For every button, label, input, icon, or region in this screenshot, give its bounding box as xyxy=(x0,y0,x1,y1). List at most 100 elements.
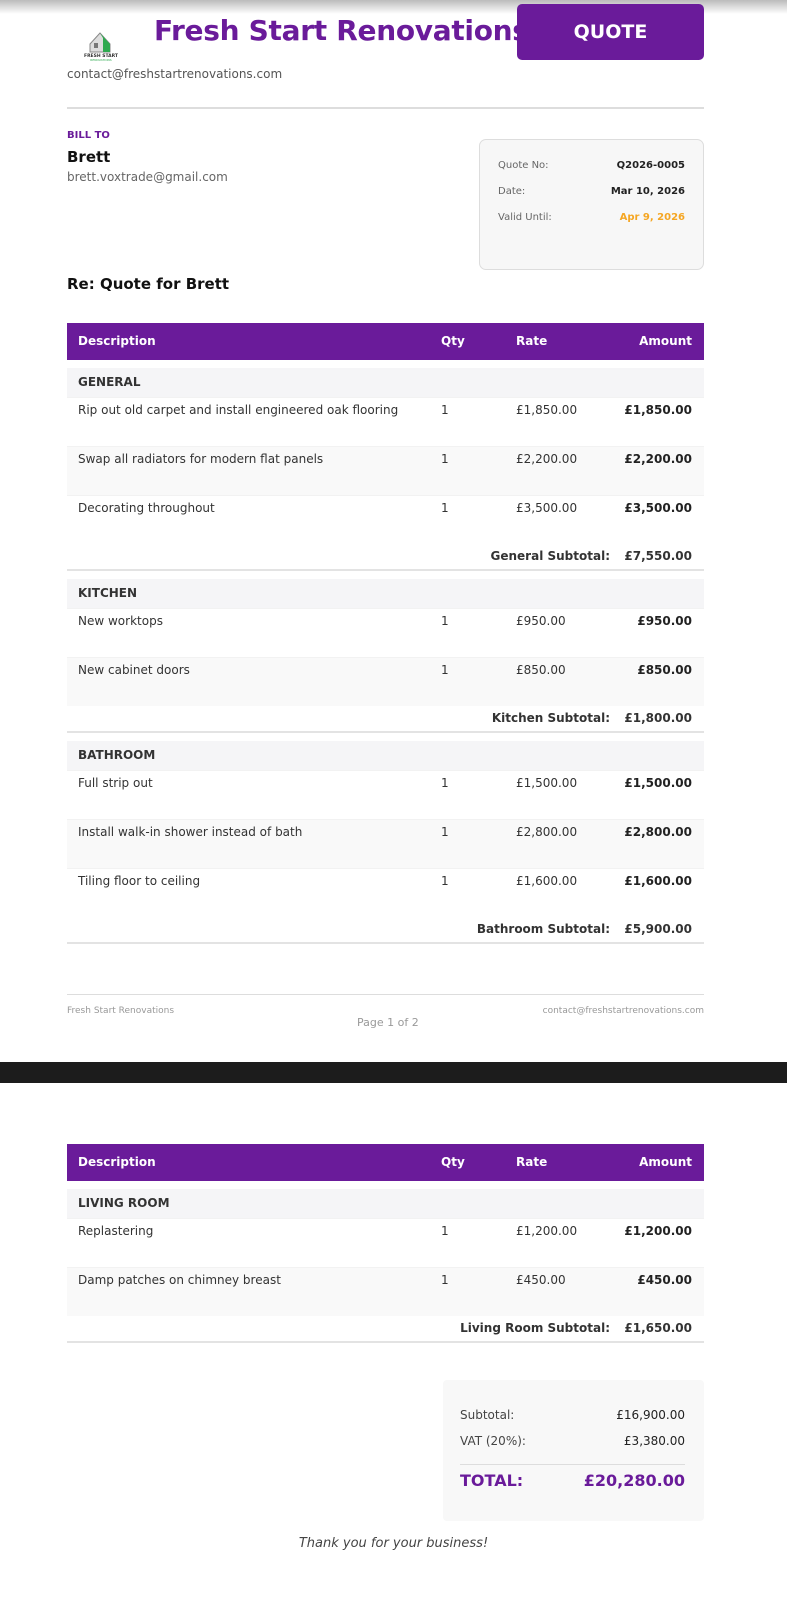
item-qty: 1 xyxy=(441,663,449,677)
item-rate: £3,500.00 xyxy=(516,501,578,515)
document-type-badge: QUOTE xyxy=(517,4,704,60)
section-heading: BATHROOM xyxy=(67,741,704,770)
info-label: Quote No: xyxy=(498,160,549,171)
item-rate: £1,500.00 xyxy=(516,776,578,790)
item-description: Install walk-in shower instead of bath xyxy=(78,825,303,839)
item-qty: 1 xyxy=(441,614,449,628)
page-break xyxy=(0,1062,787,1083)
footer-divider xyxy=(67,994,704,995)
date-row: Date: Mar 10, 2026 xyxy=(498,184,685,210)
footer-company: Fresh Start Renovations xyxy=(67,1006,175,1016)
item-rate: £1,850.00 xyxy=(516,403,578,417)
item-qty: 1 xyxy=(441,403,449,417)
column-header-qty: Qty xyxy=(441,1155,465,1169)
total-label: TOTAL: xyxy=(460,1471,524,1490)
company-email: contact@freshstartrenovations.com xyxy=(67,67,283,81)
table-row: New cabinet doors 1 £850.00 £850.00 xyxy=(67,657,704,706)
subtotal-label: Subtotal: xyxy=(460,1408,515,1422)
quote-number-row: Quote No: Q2026-0005 xyxy=(498,158,685,184)
item-amount: £2,800.00 xyxy=(624,825,692,839)
subtotal-label: General Subtotal: xyxy=(490,549,610,563)
item-description: New worktops xyxy=(78,614,163,628)
company-name: Fresh Start Renovations xyxy=(154,14,529,47)
column-header-rate: Rate xyxy=(516,334,548,348)
header-divider xyxy=(67,107,704,109)
valid-until-row: Valid Until: Apr 9, 2026 xyxy=(498,210,685,236)
item-qty: 1 xyxy=(441,1224,449,1238)
info-value: Mar 10, 2026 xyxy=(610,186,685,197)
item-amount: £950.00 xyxy=(637,614,692,628)
item-rate: £950.00 xyxy=(516,614,566,628)
client-name: Brett xyxy=(67,148,111,166)
page-number: Page 1 of 2 xyxy=(357,1016,419,1029)
info-label: Valid Until: xyxy=(498,212,552,223)
section-subtotal-row: Living Room Subtotal: £1,650.00 xyxy=(67,1316,704,1343)
section-heading: KITCHEN xyxy=(67,579,704,608)
column-header-qty: Qty xyxy=(441,334,465,348)
subtotal-value: £1,650.00 xyxy=(624,1321,692,1335)
svg-text:RENOVATIONS: RENOVATIONS xyxy=(90,58,112,62)
item-description: Swap all radiators for modern flat panel… xyxy=(78,452,324,466)
quote-info-box: Quote No: Q2026-0005 Date: Mar 10, 2026 Va… xyxy=(479,139,704,270)
bill-to-label: BILL TO xyxy=(67,130,110,141)
item-rate: £850.00 xyxy=(516,663,566,677)
section-subtotal-row: Kitchen Subtotal: £1,800.00 xyxy=(67,706,704,733)
item-qty: 1 xyxy=(441,874,449,888)
table-row: Tiling floor to ceiling 1 £1,600.00 £1,600.… xyxy=(67,868,704,917)
item-qty: 1 xyxy=(441,501,449,515)
item-description: Tiling floor to ceiling xyxy=(78,874,201,888)
item-description: Decorating throughout xyxy=(78,501,215,515)
item-amount: £1,600.00 xyxy=(624,874,692,888)
column-header-amount: Amount xyxy=(639,334,692,348)
client-email: brett.voxtrade@gmail.com xyxy=(67,170,228,184)
section-subtotal-row: Bathroom Subtotal: £5,900.00 xyxy=(67,917,704,944)
item-amount: £450.00 xyxy=(637,1273,692,1287)
thank-you-note: Thank you for your business! xyxy=(298,1536,489,1551)
line-items-table-page-2: Description Qty Rate Amount LIVING ROOM Repla… xyxy=(67,1144,704,1346)
svg-text:FRESH START: FRESH START xyxy=(84,53,119,59)
totals-box: Subtotal: £16,900.00 VAT (20%): £3,380.00 … xyxy=(443,1380,704,1521)
item-amount: £1,200.00 xyxy=(624,1224,692,1238)
info-value: Q2026-0005 xyxy=(616,160,685,171)
item-description: New cabinet doors xyxy=(78,663,190,677)
subtotal-value: £7,550.00 xyxy=(624,549,692,563)
table-row: Full strip out 1 £1,500.00 £1,500.00 xyxy=(67,770,704,819)
table-row: Damp patches on chimney breast 1 £450.00 £4… xyxy=(67,1267,704,1316)
vat-row: VAT (20%): £3,380.00 xyxy=(460,1434,685,1460)
item-qty: 1 xyxy=(441,776,449,790)
total-row: TOTAL: £20,280.00 xyxy=(460,1471,685,1490)
item-description: Damp patches on chimney breast xyxy=(78,1273,281,1287)
quote-subject: Re: Quote for Brett xyxy=(67,275,230,293)
item-rate: £1,600.00 xyxy=(516,874,578,888)
table-row: Rip out old carpet and install engineere… xyxy=(67,397,704,446)
info-label: Date: xyxy=(498,186,526,197)
vat-label: VAT (20%): xyxy=(460,1434,526,1448)
item-qty: 1 xyxy=(441,1273,449,1287)
subtotal-label: Kitchen Subtotal: xyxy=(491,711,610,725)
table-row: Replastering 1 £1,200.00 £1,200.00 xyxy=(67,1218,704,1267)
subtotal-value: £5,900.00 xyxy=(624,922,692,936)
item-amount: £2,200.00 xyxy=(624,452,692,466)
line-items-table-page-1: Description Qty Rate Amount GENERAL Rip out o… xyxy=(67,323,704,947)
subtotal-label: Living Room Subtotal: xyxy=(460,1321,610,1335)
item-amount: £3,500.00 xyxy=(624,501,692,515)
subtotal-label: Bathroom Subtotal: xyxy=(476,922,610,936)
item-rate: £450.00 xyxy=(516,1273,566,1287)
table-header: Description Qty Rate Amount xyxy=(67,1144,704,1181)
table-row: New worktops 1 £950.00 £950.00 xyxy=(67,608,704,657)
item-description: Full strip out xyxy=(78,776,153,790)
item-qty: 1 xyxy=(441,825,449,839)
table-row: Decorating throughout 1 £3,500.00 £3,500.00 xyxy=(67,495,704,544)
item-amount: £1,500.00 xyxy=(624,776,692,790)
column-header-description: Description xyxy=(78,1155,156,1169)
subtotal-value: £16,900.00 xyxy=(616,1408,685,1422)
vat-value: £3,380.00 xyxy=(623,1434,685,1448)
item-amount: £850.00 xyxy=(637,663,692,677)
info-value: Apr 9, 2026 xyxy=(619,212,685,223)
item-rate: £2,200.00 xyxy=(516,452,578,466)
item-amount: £1,850.00 xyxy=(624,403,692,417)
table-row: Install walk-in shower instead of bath 1 £… xyxy=(67,819,704,868)
item-qty: 1 xyxy=(441,452,449,466)
subtotal-row: Subtotal: £16,900.00 xyxy=(460,1408,685,1434)
section-subtotal-row: General Subtotal: £7,550.00 xyxy=(67,544,704,571)
